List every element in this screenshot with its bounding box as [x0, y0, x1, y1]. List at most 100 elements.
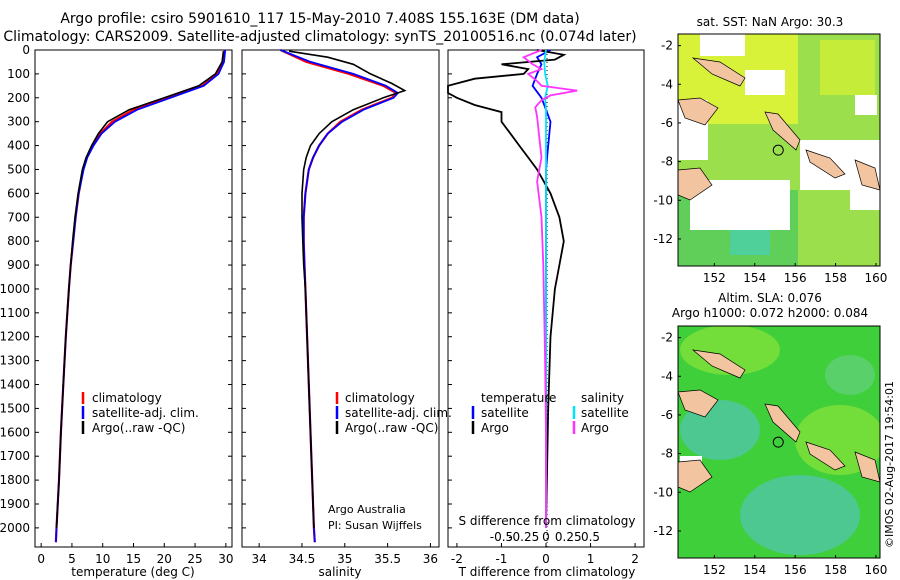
y-tick-label: 100 — [7, 67, 30, 81]
y-tick-label: 1100 — [0, 306, 30, 320]
x-tick-label: 1 — [587, 552, 595, 566]
legend-label-argo: Argo(..raw -QC) — [92, 421, 185, 435]
legend-title-temperature: temperature — [481, 391, 556, 405]
difference-series — [447, 49, 578, 528]
sst-cloud-mask — [700, 34, 745, 56]
lon-tick-label: 154 — [743, 563, 766, 577]
lon-tick-label: 156 — [784, 271, 807, 285]
salinity-panel: 34 34.5 35 35.5 36 salinity climatology sate… — [241, 49, 452, 579]
sla-longitude-axis: 152 154 156 158 160 — [703, 555, 888, 577]
x-tick-label: 5 — [68, 552, 76, 566]
sla-map-subtitle: Argo h1000: 0.072 h2000: 0.084 — [672, 306, 868, 320]
argo-position-marker — [772, 144, 784, 156]
sst-map-frame — [677, 33, 881, 267]
sst-warm-patch — [820, 40, 875, 95]
legend-label-t-satellite: satellite — [481, 406, 529, 420]
series-line-s-satellite — [543, 49, 549, 528]
y-tick-label: 900 — [7, 258, 30, 272]
t-difference-x-axis: -2 -1 0 1 2 — [451, 543, 639, 566]
series-line-s-argo — [521, 49, 578, 528]
y-tick-label: 1300 — [0, 354, 30, 368]
imos-timestamp: ©IMOS 02-Aug-2017 19:54:01 — [883, 381, 896, 548]
sst-cloud-mask — [855, 95, 877, 115]
x-tick-label: 30 — [218, 552, 233, 566]
x-tick-label: -1 — [495, 552, 507, 566]
sla-map-frame — [677, 325, 881, 559]
lat-tick-label: -2 — [661, 39, 673, 53]
x-tick-label: -2 — [451, 552, 463, 566]
difference-legend: temperature satellite Argo salinity sate… — [471, 391, 629, 435]
s-diff-tick-label: 0.25 — [555, 530, 582, 544]
y-tick-label: 600 — [7, 186, 30, 200]
y-tick-label: 500 — [7, 162, 30, 176]
salinity-legend: climatology satellite-adj. clim. Argo(..… — [335, 391, 452, 435]
y-tick-label: 1500 — [0, 401, 30, 415]
y-tick-label: 1600 — [0, 425, 30, 439]
x-tick-label: 2 — [631, 552, 639, 566]
s-diff-tick-label: 0 — [542, 530, 550, 544]
y-tick-label: 700 — [7, 210, 30, 224]
land-mass — [678, 459, 713, 493]
temperature-legend: climatology satellite-adj. clim. Argo(..… — [81, 391, 199, 435]
x-tick-label: 0 — [37, 552, 45, 566]
temperature-x-axis: 0 5 10 15 20 25 30 — [37, 543, 233, 566]
temperature-frame — [34, 49, 233, 548]
lat-tick-label: -6 — [661, 408, 673, 422]
s-difference-xlabel: S difference from climatology — [459, 514, 636, 528]
lon-tick-label: 152 — [703, 271, 726, 285]
temperature-xlabel: temperature (deg C) — [71, 565, 194, 579]
land-mass — [678, 167, 713, 201]
sst-latitude-axis: -2 -4 -6 -8 -10 -12 — [653, 39, 681, 246]
sst-cloud-mask — [745, 70, 785, 95]
salinity-x-axis: 34 34.5 35 35.5 36 — [251, 543, 438, 566]
lon-tick-label: 158 — [824, 563, 847, 577]
y-tick-label: 1700 — [0, 449, 30, 463]
title-line-2: Climatology: CARS2009. Satellite-adjuste… — [3, 29, 637, 45]
y-tick-label: 0 — [22, 43, 30, 57]
x-tick-label: 15 — [126, 552, 141, 566]
series-line-t-argo — [447, 49, 567, 528]
sla-field — [678, 326, 880, 558]
s-diff-tick-label: 0.5 — [581, 530, 600, 544]
y-tick-label: 1400 — [0, 378, 30, 392]
land-mass — [764, 111, 801, 151]
series-line-climatology — [54, 49, 226, 543]
land-mass — [854, 159, 880, 191]
depth-axis: 0 100 200 300 400 500 600 700 800 900 1000 1100 1200… — [0, 43, 452, 535]
s-diff-tick-label: -0.5 — [490, 530, 513, 544]
sla-map-panel: Altim. SLA: 0.076 Argo h1000: 0.072 h200… — [653, 291, 887, 577]
x-tick-label: 36 — [423, 552, 438, 566]
lat-tick-label: -10 — [653, 193, 673, 207]
y-tick-label: 2000 — [0, 521, 30, 535]
series-line-argo-raw-qc- — [288, 50, 407, 528]
legend-label-satellite: satellite-adj. clim. — [345, 406, 452, 420]
series-line-satellite-adj-clim- — [280, 49, 400, 543]
temperature-panel: 0100200300400500600700800900100011001200… — [0, 43, 452, 579]
legend-label-s-argo: Argo — [581, 421, 609, 435]
lon-tick-label: 158 — [824, 271, 847, 285]
argo-australia-label: Argo Australia — [328, 503, 406, 516]
lat-tick-label: -12 — [653, 524, 673, 538]
y-tick-label: 1200 — [0, 330, 30, 344]
land-mass — [854, 451, 880, 483]
x-tick-label: 10 — [95, 552, 110, 566]
x-tick-label: 35.5 — [374, 552, 401, 566]
sst-longitude-axis: 152 154 156 158 160 — [703, 263, 888, 285]
y-tick-label: 1000 — [0, 282, 30, 296]
lon-tick-label: 156 — [784, 563, 807, 577]
legend-label-argo: Argo(..raw -QC) — [345, 421, 438, 435]
lon-tick-label: 154 — [743, 271, 766, 285]
x-tick-label: 35 — [337, 552, 352, 566]
lon-tick-label: 160 — [865, 563, 888, 577]
sla-map-title: Altim. SLA: 0.076 — [718, 291, 822, 305]
y-tick-label: 1900 — [0, 497, 30, 511]
lat-tick-label: -12 — [653, 232, 673, 246]
lat-tick-label: -4 — [661, 77, 673, 91]
lon-tick-label: 160 — [865, 271, 888, 285]
y-tick-label: 400 — [7, 139, 30, 153]
salinity-series — [280, 49, 407, 543]
lat-tick-label: -10 — [653, 485, 673, 499]
s-difference-axis-labels: -0.5-0.25 0 0.25 0.5 — [490, 530, 600, 544]
